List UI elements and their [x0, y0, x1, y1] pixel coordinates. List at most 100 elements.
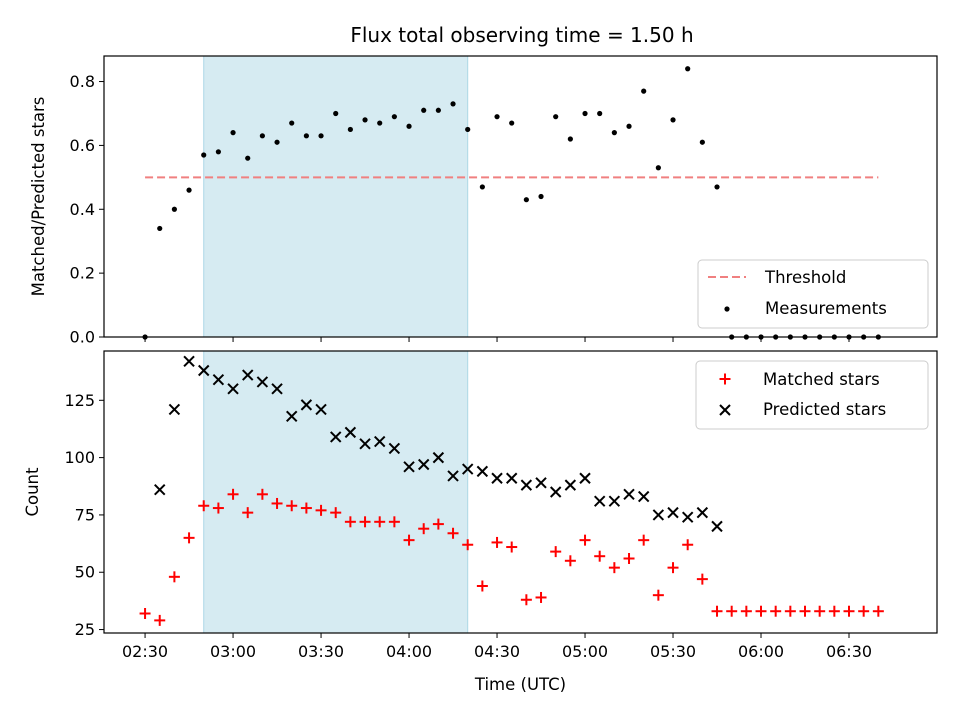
x-stroke-b [535, 477, 547, 489]
matched-star-point [638, 534, 650, 546]
legend-threshold-label: Threshold [764, 268, 846, 287]
matched-star-point [696, 573, 708, 585]
y-tick-label: 0.6 [70, 136, 95, 155]
predicted-star-point [286, 410, 298, 423]
matched-star-point [344, 516, 356, 528]
measurement-point [670, 117, 676, 123]
matched-star-point [682, 539, 694, 551]
matched-star-point [520, 594, 532, 606]
measurement-point [509, 120, 515, 126]
matched-star-point [828, 605, 840, 617]
matched-star-point [608, 562, 620, 574]
predicted-star-point [637, 490, 650, 503]
measurement-point [274, 139, 280, 145]
x-tick-label: 06:30 [826, 642, 872, 661]
x-stroke-b [315, 403, 327, 416]
matched-star-point [579, 534, 591, 546]
matched-star-point [271, 497, 283, 509]
matched-star-point [168, 571, 180, 583]
predicted-star-point [608, 495, 621, 507]
x-stroke-b [432, 451, 445, 464]
matched-star-point [359, 516, 371, 528]
predicted-star-point [374, 435, 386, 448]
matched-star-point [198, 500, 210, 512]
matched-star-point [872, 605, 884, 617]
measurement-point [538, 193, 544, 200]
predicted-star-point [418, 458, 430, 471]
predicted-star-point [198, 364, 210, 377]
matched-star-point [462, 539, 474, 551]
x-stroke-b [549, 486, 562, 498]
predicted-star-point [667, 506, 679, 519]
measurement-point [303, 133, 309, 139]
x-tick-label: 06:00 [738, 642, 784, 661]
matched-star-point [535, 591, 547, 603]
matched-star-point [491, 536, 503, 548]
x-stroke-b [608, 495, 621, 507]
top-highlight-span [203, 55, 469, 338]
measurement-point [450, 101, 456, 107]
predicted-star-point [212, 373, 225, 386]
x-stroke-b [271, 383, 283, 395]
predicted-star-point [183, 355, 195, 368]
matched-star-point [564, 555, 576, 567]
x-tick-label: 05:30 [650, 642, 696, 661]
predicted-star-point [696, 506, 709, 519]
measurement-point [230, 130, 236, 136]
predicted-star-point [300, 399, 313, 411]
top-x-ticks [144, 337, 850, 342]
y-tick-label: 75 [75, 505, 95, 524]
bottom-panel: 25 50 75 100 125 02:30 03:00 03:30 04:00 04:30 05… [23, 350, 938, 694]
measurement-point [157, 225, 163, 232]
x-stroke-b [505, 472, 518, 484]
matched-star-point [227, 488, 239, 500]
x-stroke-b [168, 403, 181, 416]
measurement-point [362, 117, 368, 123]
predicted-star-point [154, 484, 166, 496]
x-stroke-b [359, 438, 371, 450]
matched-star-point [256, 488, 268, 500]
x-stroke-b [418, 458, 430, 471]
predicted-star-point [535, 477, 547, 489]
measurement-point [714, 184, 720, 190]
matched-star-point [623, 552, 635, 564]
matched-star-point [843, 605, 855, 617]
predicted-star-point [403, 461, 415, 473]
x-stroke-b [520, 479, 533, 491]
chart-title: Flux total observing time = 1.50 h [350, 23, 693, 47]
x-stroke-b [667, 506, 679, 519]
legend-measurements-label: Measurements [765, 299, 887, 318]
x-stroke-b [242, 369, 254, 381]
y-tick-label: 50 [75, 563, 95, 582]
x-tick-label: 02:30 [122, 642, 168, 661]
y-tick-label: 25 [75, 620, 95, 639]
predicted-star-point [227, 383, 239, 395]
x-stroke-b [286, 410, 298, 423]
measurement-point [494, 114, 500, 120]
bottom-highlight-span [203, 350, 469, 634]
matched-star-point [286, 500, 298, 512]
matched-star-point [300, 502, 312, 514]
matched-star-point [388, 516, 400, 528]
matched-star-point [740, 605, 752, 617]
matched-star-point [770, 605, 782, 617]
measurement-point [186, 187, 192, 193]
matched-star-point [755, 605, 767, 617]
x-tick-label: 04:00 [386, 642, 432, 661]
top-y-ticks: 0.0 0.2 0.4 0.6 0.8 [70, 72, 104, 347]
measurement-point [435, 107, 441, 113]
measurement-point [611, 130, 617, 136]
matched-star-point [858, 605, 870, 617]
matched-star-point [183, 532, 195, 544]
predicted-star-point [271, 383, 283, 395]
measurement-point [465, 126, 471, 133]
predicted-star-point [491, 472, 503, 484]
legend-box [697, 259, 929, 329]
legend-predicted-swatch [719, 404, 731, 416]
predicted-star-point [344, 426, 357, 439]
predicted-star-point [359, 438, 371, 450]
measurement-point [421, 107, 427, 113]
matched-star-point [550, 546, 562, 558]
measurement-point [406, 123, 412, 129]
predicted-star-point [579, 472, 591, 484]
